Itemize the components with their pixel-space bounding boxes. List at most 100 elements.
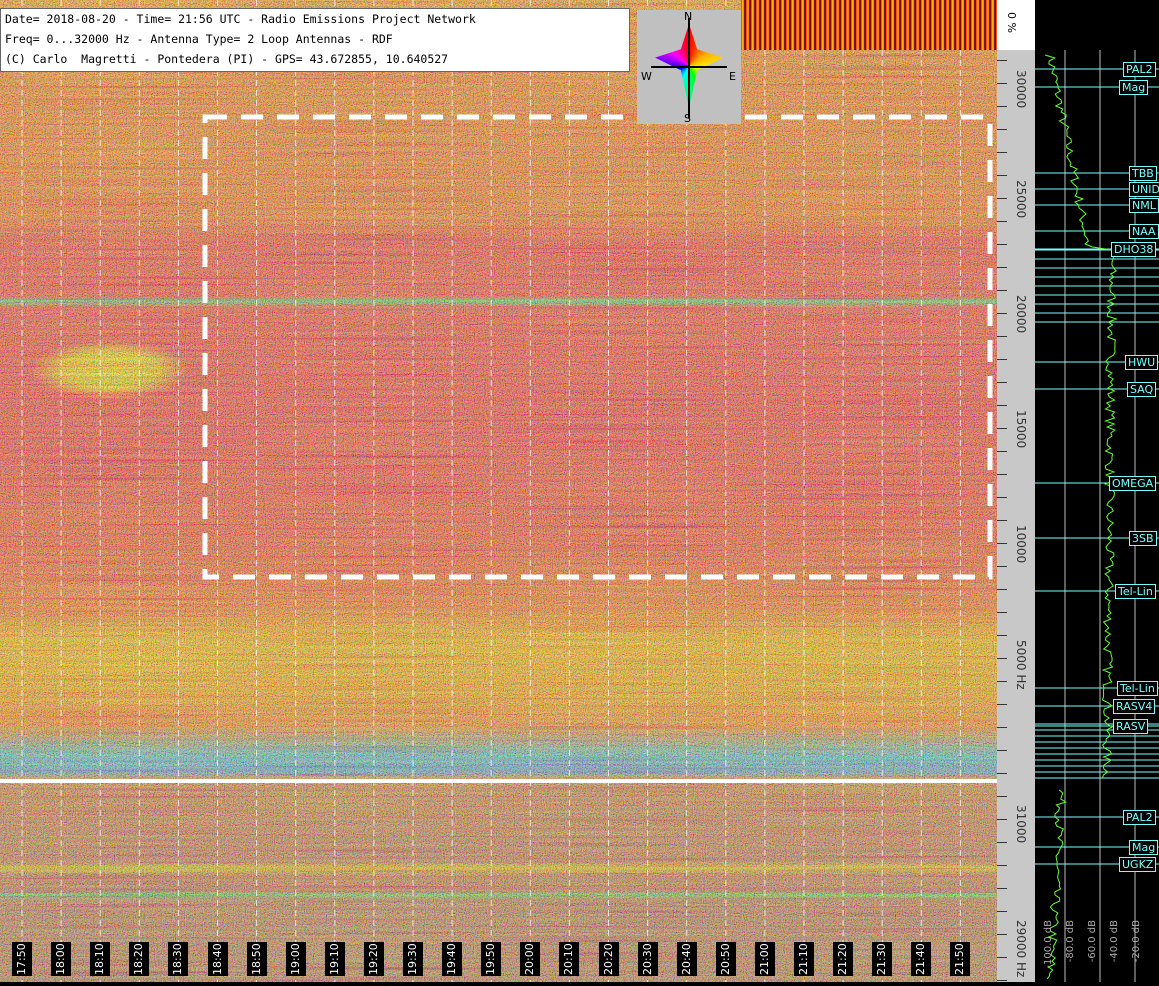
tick — [997, 658, 1007, 659]
time-label: 18:30 — [168, 942, 189, 976]
separator — [0, 779, 997, 783]
time-label: 20:20 — [598, 942, 619, 976]
tick — [997, 175, 1007, 176]
compass-n: N — [684, 10, 693, 23]
level-strip — [741, 0, 997, 50]
tick — [997, 819, 1007, 820]
db-label: -80.0 dB — [1065, 920, 1076, 963]
freq-label: 29000 Hz — [1014, 920, 1028, 978]
tick — [997, 865, 1007, 866]
header-line: (C) Carlo Magretti - Pontedera (PI) - GP… — [5, 52, 449, 66]
level-plot — [1035, 50, 1159, 982]
station-label: Mag — [1129, 840, 1159, 855]
tick — [997, 612, 1007, 613]
header-line: Freq= 0...32000 Hz - Antenna Type= 2 Loo… — [5, 32, 393, 46]
tick — [997, 474, 1007, 475]
station-label: PAL2 — [1123, 810, 1156, 825]
tick — [997, 796, 1007, 797]
freq-label: 5000 Hz — [1014, 640, 1028, 690]
time-label: 18:00 — [51, 942, 72, 976]
tick — [997, 106, 1007, 107]
time-label: 18:10 — [90, 942, 111, 976]
time-label: 18:40 — [207, 942, 228, 976]
time-label: 20:50 — [715, 942, 736, 976]
freq-label: 30000 — [1014, 70, 1028, 109]
station-label: RASV4 — [1113, 699, 1156, 714]
station-label: PAL2 — [1123, 62, 1156, 77]
tick — [997, 727, 1007, 728]
station-label: UNID — [1129, 182, 1159, 197]
station-panel — [1035, 0, 1159, 982]
frequency-axis — [997, 50, 1035, 982]
tick — [997, 888, 1007, 889]
tick — [997, 934, 1007, 935]
time-label: 18:20 — [129, 942, 150, 976]
freq-label: 20000 — [1014, 295, 1028, 334]
time-label: 19:10 — [324, 942, 345, 976]
time-label: 21:10 — [794, 942, 814, 976]
scale-label: 0 % — [1005, 12, 1018, 33]
db-label: -20.0 dB — [1131, 920, 1142, 963]
tick — [997, 60, 1007, 61]
time-label: 21:00 — [754, 942, 775, 976]
station-label: NAA — [1129, 224, 1159, 239]
station-label: HWU — [1125, 355, 1159, 370]
tick — [997, 773, 1007, 774]
compass-e: E — [729, 70, 736, 83]
tick — [997, 198, 1007, 199]
station-label: SAQ — [1127, 382, 1157, 397]
time-label: 19:00 — [285, 942, 306, 976]
tick — [997, 842, 1007, 843]
station-label: Tel-Lin — [1117, 681, 1158, 696]
station-label: UGKZ — [1119, 857, 1157, 872]
time-label: 19:20 — [363, 942, 384, 976]
time-label: 19:50 — [481, 942, 502, 976]
header: Date= 2018-08-20 - Time= 21:56 UTC - Rad… — [0, 8, 630, 72]
time-label: 20:00 — [520, 942, 541, 976]
tick — [997, 152, 1007, 153]
compass-s: S — [684, 112, 691, 125]
station-label: 3SB — [1129, 531, 1157, 546]
tick — [997, 451, 1007, 452]
time-label: 21:50 — [950, 942, 971, 976]
tick — [997, 980, 1007, 981]
tick — [997, 543, 1007, 544]
tick — [997, 290, 1007, 291]
time-grid — [21, 0, 961, 982]
tick — [997, 704, 1007, 705]
tick — [997, 129, 1007, 130]
station-label: Mag — [1119, 80, 1149, 95]
time-label: 20:30 — [637, 942, 658, 976]
time-label: 18:50 — [246, 942, 267, 976]
level-curve — [1044, 54, 1118, 779]
time-label: 19:30 — [403, 942, 423, 976]
tick — [997, 359, 1007, 360]
freq-label: 10000 — [1014, 525, 1028, 564]
tick — [997, 382, 1007, 383]
tick — [997, 566, 1007, 567]
time-label: 21:30 — [872, 942, 893, 976]
tick — [997, 635, 1007, 636]
station-label: DHO38 — [1111, 242, 1157, 257]
tick — [997, 244, 1007, 245]
db-label: -40.0 dB — [1109, 920, 1120, 963]
tick — [997, 336, 1007, 337]
station-label: RASV — [1113, 719, 1149, 734]
tick — [997, 313, 1007, 314]
freq-label: 25000 — [1014, 180, 1028, 219]
highlight-box — [202, 114, 993, 580]
speckle — [0, 0, 997, 982]
tick — [997, 405, 1007, 406]
tick — [997, 267, 1007, 268]
level-curve — [1046, 789, 1067, 980]
tick — [997, 520, 1007, 521]
scale-box: 0 % — [997, 0, 1035, 50]
db-label: -100.0 dB — [1043, 920, 1054, 969]
time-label: 19:40 — [442, 942, 463, 976]
time-label: 20:40 — [676, 942, 697, 976]
tick — [997, 497, 1007, 498]
overlay — [0, 0, 997, 982]
time-label: 21:20 — [833, 942, 854, 976]
tick — [997, 221, 1007, 222]
